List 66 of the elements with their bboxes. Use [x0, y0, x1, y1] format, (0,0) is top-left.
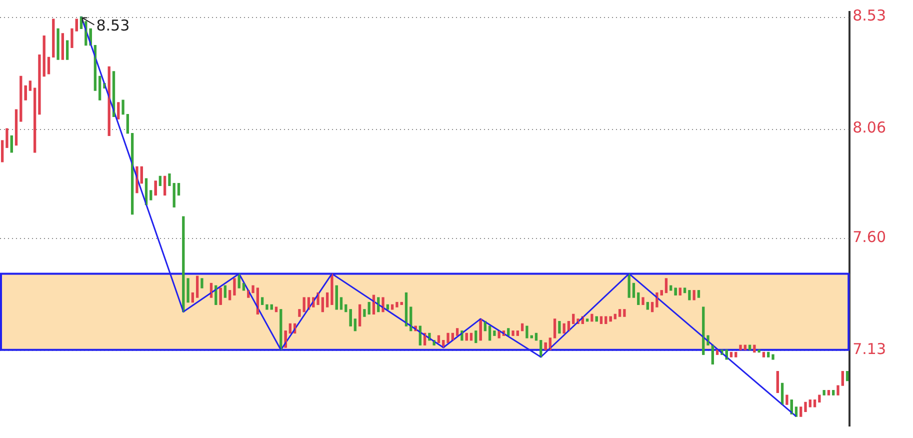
candlestick	[744, 344, 746, 350]
y-tick-label: 7.60	[852, 228, 886, 246]
candlestick	[772, 354, 774, 360]
candlestick	[572, 314, 575, 324]
candlestick	[520, 323, 524, 332]
candlestick	[270, 304, 273, 310]
y-tick-label: 7.13	[852, 340, 886, 358]
candlestick	[437, 335, 440, 344]
candlestick	[734, 352, 738, 358]
candlestick	[762, 352, 766, 358]
candlestick	[144, 178, 148, 206]
candlestick	[386, 304, 389, 310]
candlestick	[242, 282, 246, 291]
candlestick	[274, 306, 278, 312]
candlestick	[158, 176, 162, 186]
candlestick	[191, 292, 194, 303]
candlestick	[683, 288, 686, 294]
candlestick	[567, 320, 570, 332]
candlestick	[344, 304, 348, 312]
y-tick-label: 8.06	[852, 118, 886, 136]
candlestick	[340, 297, 343, 310]
candlestick	[753, 344, 756, 353]
candlestick	[14, 109, 18, 146]
candlestick	[140, 166, 143, 184]
candlestick	[526, 326, 528, 338]
candlestick	[748, 344, 752, 350]
candlestick	[293, 323, 296, 334]
candlestick	[168, 173, 171, 186]
candlestick	[390, 304, 394, 310]
candlestick	[534, 332, 538, 341]
candlestick	[739, 344, 742, 350]
candlestick	[163, 176, 166, 196]
candlestick	[846, 370, 849, 382]
candlestick	[252, 285, 254, 294]
candlestick	[484, 320, 486, 332]
annotation: 8.53	[96, 16, 130, 35]
candlestick	[558, 320, 561, 334]
candlestick	[530, 335, 533, 338]
candlestick	[465, 332, 468, 341]
candlestick	[650, 302, 654, 312]
candlestick	[562, 323, 566, 334]
y-tick-label: 8.53	[852, 6, 886, 25]
candlestick	[730, 352, 733, 358]
candlestick	[446, 332, 450, 344]
candlestick	[288, 323, 292, 334]
candlestick	[604, 316, 608, 324]
candlestick	[670, 285, 672, 291]
candlestick	[488, 326, 492, 341]
candlestick	[451, 332, 454, 341]
candlestick	[590, 314, 594, 322]
candlestick	[335, 285, 338, 310]
candlestick	[544, 342, 547, 350]
candlestick	[767, 352, 770, 358]
candlestick	[818, 394, 821, 403]
candlestick	[266, 304, 268, 310]
candlestick	[10, 135, 13, 153]
candlestick	[600, 316, 603, 324]
candlestick	[595, 316, 598, 322]
candlestick	[307, 297, 310, 310]
candlestick	[470, 332, 473, 341]
candlestick	[177, 182, 180, 196]
candlestick	[646, 302, 649, 310]
candlestick	[47, 56, 50, 74]
candlestick	[609, 316, 612, 322]
candlestick	[614, 314, 616, 320]
candlestick	[776, 370, 779, 394]
